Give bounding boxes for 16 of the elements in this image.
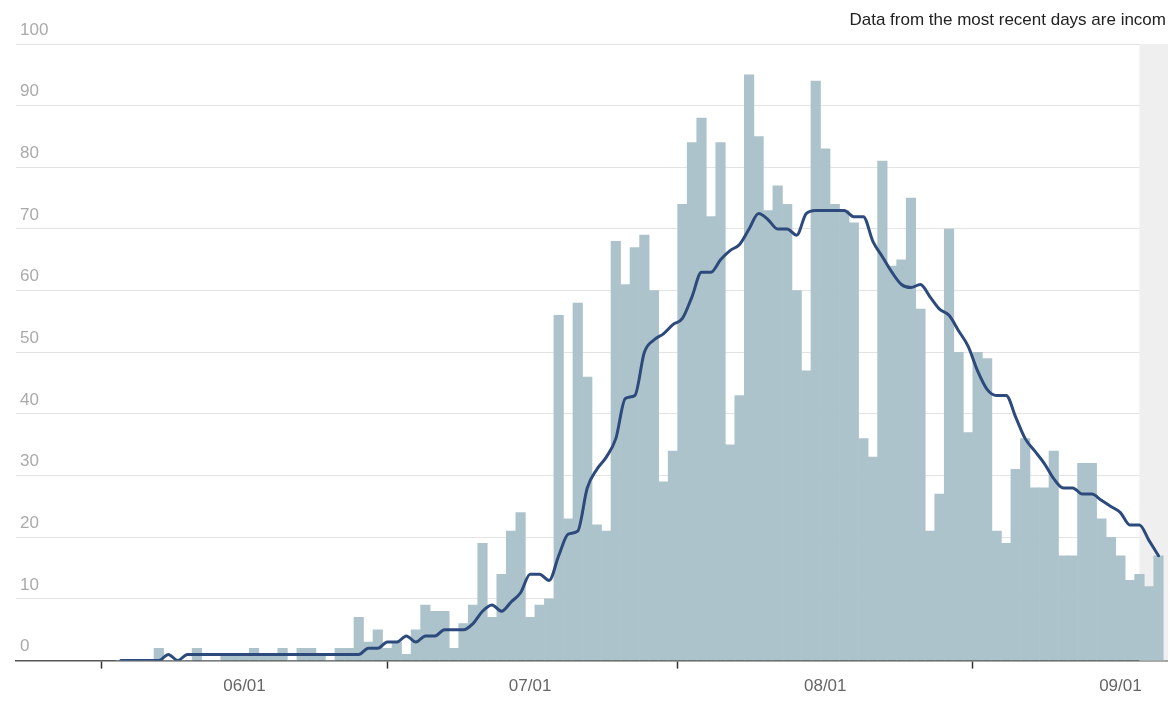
y-tick-label: 80 (20, 143, 39, 163)
y-tick-label: 70 (20, 204, 39, 224)
y-tick-label: 10 (20, 574, 39, 594)
band-label: Data from the most recent days are incom (849, 9, 1166, 29)
x-tick-label: 07/01 (508, 676, 552, 696)
x-tick-label: 08/01 (803, 676, 847, 696)
y-tick-label: 100 (20, 19, 49, 39)
y-tick-label: 20 (20, 512, 39, 532)
x-tick-label: 09/01 (1099, 676, 1142, 696)
y-tick-label: 90 (20, 81, 39, 101)
y-tick-label: 30 (20, 451, 39, 471)
y-tick-label: 60 (20, 266, 39, 286)
y-tick-label: 40 (20, 389, 39, 409)
x-tick-label: 06/01 (223, 676, 266, 696)
y-tick-label: 50 (20, 327, 39, 347)
y-tick-label: 0 (20, 636, 30, 656)
